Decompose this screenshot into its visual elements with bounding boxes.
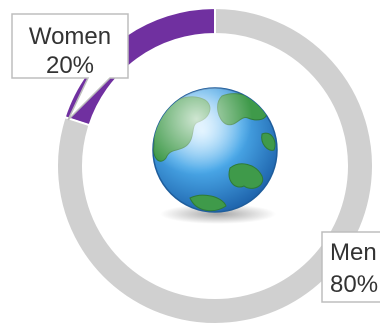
slice-label-men: Men xyxy=(330,239,377,266)
callout-women: Women 20% xyxy=(11,13,129,121)
slice-value-women: 20% xyxy=(46,52,94,79)
callout-men: Men 80% xyxy=(321,231,380,303)
globe-icon xyxy=(152,87,278,224)
donut-slice-men xyxy=(56,6,374,325)
slice-label-women: Women xyxy=(29,23,111,50)
slice-value-men: 80% xyxy=(330,271,378,298)
